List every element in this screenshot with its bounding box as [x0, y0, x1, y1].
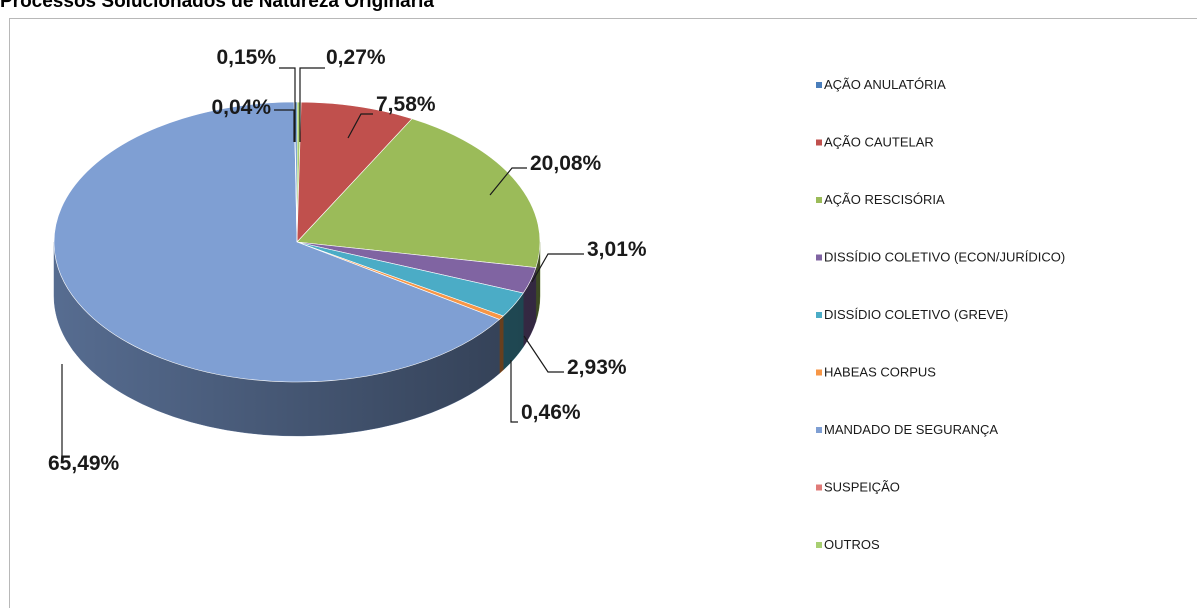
legend-item-mandado-de-seguranc-a: MANDADO DE SEGURANÇA: [816, 422, 998, 437]
data-label-ac-a-o-anulato-ria: 0,15%: [216, 46, 276, 69]
pie-side-group: [53, 241, 541, 437]
leader-line-outros: [299, 67, 325, 142]
legend-swatch-suspeic-a-o: [816, 484, 822, 491]
legend-swatch-dissi-dio-coletivo-greve: [816, 312, 822, 318]
legend-swatch-ac-a-o-anulato-ria: [816, 82, 822, 88]
leader-line-habeas-corpus: [510, 360, 518, 423]
pie-side-shading: [54, 242, 540, 436]
legend-item-outros: OUTROS: [816, 537, 880, 552]
legend-item-suspeic-a-o: SUSPEIÇÃO: [816, 480, 900, 495]
pie-slice-ac-a-o-cautelar: [296, 101, 413, 243]
legend-label-ac-a-o-anulato-ria: AÇÃO ANULATÓRIA: [824, 77, 946, 92]
legend-label-dissi-dio-coletivo-greve: DISSÍDIO COLETIVO (GREVE): [824, 307, 1008, 322]
pie-slice-mandado-de-seguranc-a: [53, 101, 501, 383]
data-label-mandado-de-seguranc-a: 65,49%: [48, 452, 120, 475]
pie-slice-ac-a-o-resciso-ria: [296, 118, 541, 268]
legend-label-ac-a-o-resciso-ria: AÇÃO RESCISÓRIA: [824, 192, 945, 207]
legend-swatch-mandado-de-seguranc-a: [816, 427, 822, 433]
legend-label-mandado-de-seguranc-a: MANDADO DE SEGURANÇA: [824, 422, 998, 437]
legend-label-ac-a-o-cautelar: AÇÃO CAUTELAR: [824, 135, 934, 150]
leader-line-ac-a-o-resciso-ria: [489, 167, 527, 196]
chart-title: Processos Solucionados de Natureza Origi…: [0, 0, 434, 12]
legend-swatch-habeas-corpus: [816, 369, 822, 376]
legend-label-habeas-corpus: HABEAS CORPUS: [824, 365, 936, 380]
legend-item-ac-a-o-resciso-ria: AÇÃO RESCISÓRIA: [816, 192, 945, 207]
legend-label-outros: OUTROS: [824, 537, 880, 552]
data-label-suspeic-a-o: 0,04%: [211, 96, 271, 119]
legend-item-ac-a-o-cautelar: AÇÃO CAUTELAR: [816, 135, 934, 150]
pie-top-group: [53, 101, 541, 383]
leader-line-dissi-dio-coletivo-econ-juri-dico: [531, 253, 584, 283]
data-label-ac-a-o-cautelar: 7,58%: [376, 93, 436, 116]
legend-item-dissi-dio-coletivo-greve: DISSÍDIO COLETIVO (GREVE): [816, 307, 1008, 322]
leader-line-suspeic-a-o: [274, 109, 295, 142]
data-label-ac-a-o-resciso-ria: 20,08%: [530, 152, 602, 175]
data-label-group: 0,27% 7,58% 20,08% 3,01% 2,93% 0,46% 65,49% 0,0…: [48, 46, 647, 475]
legend-swatch-ac-a-o-resciso-ria: [816, 197, 822, 203]
data-label-dissi-dio-coletivo-econ-juri-dico: 3,01%: [587, 238, 647, 261]
legend-swatch-outros: [816, 542, 822, 548]
legend: AÇÃO ANULATÓRIA AÇÃO CAUTELAR AÇÃO RESCISÓ…: [816, 77, 1065, 552]
leader-line-ac-a-o-anulato-ria: [279, 67, 296, 142]
data-label-habeas-corpus: 0,46%: [521, 401, 581, 424]
legend-item-ac-a-o-anulato-ria: AÇÃO ANULATÓRIA: [816, 77, 946, 92]
legend-label-suspeic-a-o: SUSPEIÇÃO: [824, 480, 900, 495]
data-label-dissi-dio-coletivo-greve: 2,93%: [567, 356, 627, 379]
leader-line-ac-a-o-cautelar: [347, 113, 373, 139]
chart-area: [9, 18, 1197, 608]
leader-line-dissi-dio-coletivo-greve: [523, 335, 564, 373]
legend-swatch-ac-a-o-cautelar: [816, 139, 822, 146]
legend-item-habeas-corpus: HABEAS CORPUS: [816, 365, 936, 380]
data-label-outros: 0,27%: [326, 46, 386, 69]
legend-label-dissi-dio-coletivo-econ-juri-dico: DISSÍDIO COLETIVO (ECON/JURÍDICO): [824, 250, 1065, 265]
legend-item-dissi-dio-coletivo-econ-juri-dico: DISSÍDIO COLETIVO (ECON/JURÍDICO): [816, 250, 1065, 265]
legend-swatch-dissi-dio-coletivo-econ-juri-dico: [816, 254, 822, 261]
